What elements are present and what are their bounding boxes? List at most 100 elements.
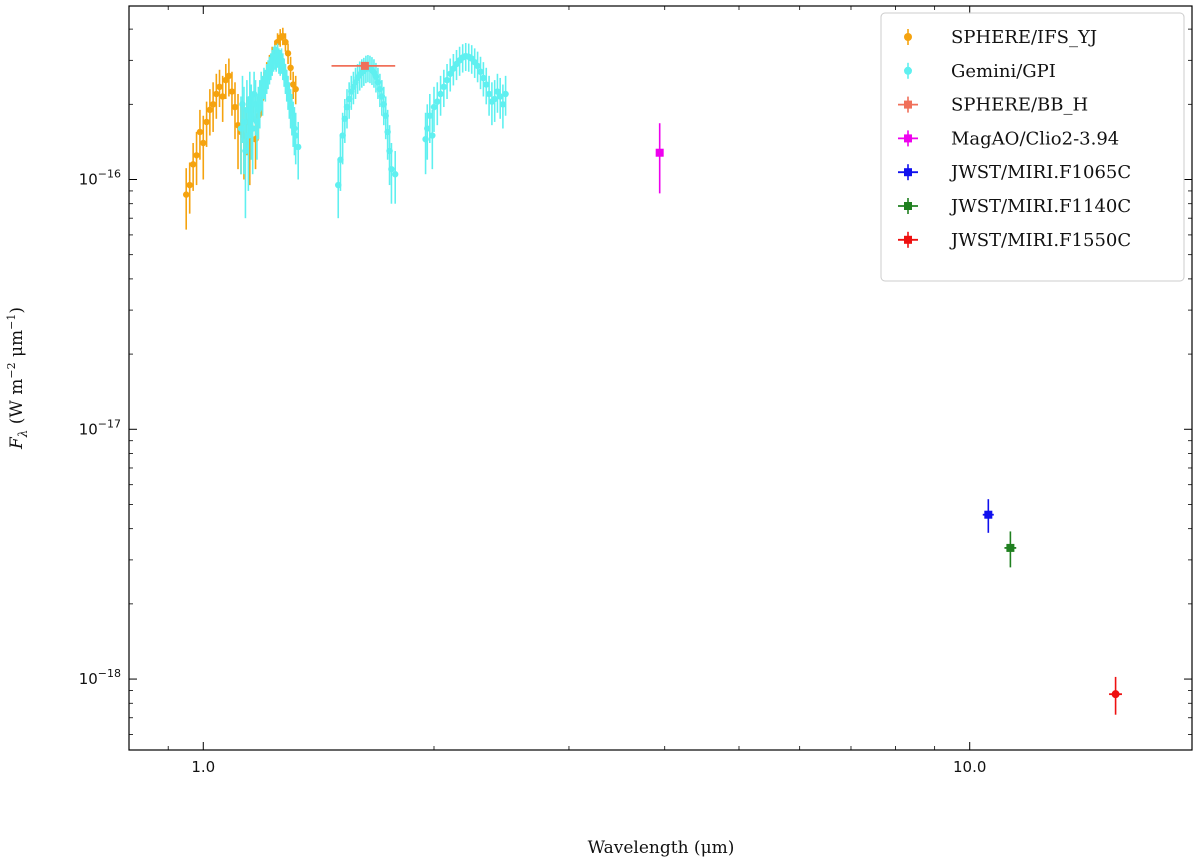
- data-point: [424, 125, 431, 132]
- data-point: [287, 64, 294, 72]
- legend-entry: Gemini/GPI: [904, 61, 1056, 82]
- y-axis-label-exp1: −2: [5, 362, 18, 378]
- data-point: [483, 81, 490, 88]
- series-sphere-bb-h: [331, 61, 396, 70]
- data-point: [193, 152, 200, 159]
- legend-marker: [904, 134, 912, 143]
- data-point: [249, 125, 256, 132]
- data-point: [1006, 543, 1015, 552]
- data-point: [474, 62, 481, 70]
- data-point: [189, 161, 197, 168]
- legend-label: JWST/MIRI.F1065C: [949, 162, 1131, 183]
- series-magao-clio2-3-94: [655, 123, 664, 194]
- data-point: [447, 70, 454, 77]
- data-point: [183, 191, 190, 198]
- legend-label: MagAO/Clio2-3.94: [951, 128, 1119, 149]
- data-point: [209, 101, 217, 108]
- legend-entry: JWST/MIRI.F1550C: [898, 230, 1131, 251]
- y-tick-exponent: −18: [98, 667, 121, 680]
- legend-marker: [904, 66, 912, 75]
- data-point: [1111, 690, 1120, 699]
- data-point: [213, 90, 220, 98]
- legend-marker: [904, 100, 912, 109]
- data-point: [496, 93, 504, 100]
- y-axis-label-mid: μm: [7, 330, 27, 363]
- data-point: [291, 125, 298, 132]
- y-tick-base: 10: [79, 670, 98, 688]
- data-point: [437, 90, 444, 98]
- legend-entry: SPHERE/IFS_YJ: [904, 27, 1097, 48]
- series-jwst-miri-f1550c: [1109, 676, 1122, 715]
- x-axis-label: Wavelength (μm): [588, 838, 735, 858]
- series-gemini-gpi: [237, 42, 509, 219]
- data-point: [502, 90, 509, 98]
- legend-label: SPHERE/BB_H: [951, 95, 1088, 116]
- y-tick-exponent: −17: [98, 417, 121, 430]
- data-point: [430, 103, 438, 111]
- legend-marker: [904, 168, 912, 177]
- legend-label: JWST/MIRI.F1550C: [949, 230, 1131, 251]
- data-point: [206, 106, 214, 114]
- legend-marker: [904, 33, 912, 41]
- data-point: [494, 88, 501, 95]
- legend-box: [880, 12, 1185, 282]
- legend-marker: [904, 202, 912, 210]
- y-tick-label: 10−16: [79, 167, 121, 188]
- data-point: [450, 65, 457, 72]
- legend-label: Gemini/GPI: [951, 61, 1056, 82]
- data-point: [196, 128, 204, 136]
- plot-area: [183, 27, 1122, 715]
- data-point: [426, 112, 434, 119]
- data-point: [294, 143, 302, 151]
- legend: SPHERE/IFS_YJ Gemini/GPI SPHERE/BB_H MagAO/…: [880, 12, 1185, 282]
- x-tick-label: 10.0: [953, 758, 986, 776]
- legend-entry: JWST/MIRI.F1140C: [898, 196, 1131, 217]
- data-point: [429, 132, 436, 139]
- series-jwst-miri-f1065c: [982, 499, 994, 533]
- y-axis-label: Fλ (W m−2 μm−1): [5, 307, 30, 450]
- data-point: [203, 118, 210, 126]
- y-tick-exponent: −16: [98, 167, 121, 180]
- data-point: [655, 148, 664, 157]
- data-point: [392, 171, 399, 178]
- data-point: [477, 68, 484, 75]
- data-point: [284, 50, 292, 57]
- data-point: [200, 139, 207, 147]
- y-axis-label-symbol: F: [7, 436, 27, 450]
- y-tick-label: 10−17: [79, 417, 121, 438]
- legend-label: JWST/MIRI.F1140C: [949, 196, 1131, 217]
- x-tick-label: 1.0: [191, 758, 215, 776]
- data-point: [440, 83, 448, 91]
- legend-marker: [904, 235, 912, 244]
- data-point: [228, 88, 236, 95]
- data-point: [360, 61, 369, 70]
- data-point: [231, 103, 239, 111]
- legend-label: SPHERE/IFS_YJ: [951, 27, 1097, 48]
- y-tick-base: 10: [79, 170, 98, 188]
- data-point: [388, 165, 395, 173]
- data-point: [434, 98, 441, 105]
- y-tick-label: 10−18: [79, 667, 121, 688]
- data-point: [443, 76, 451, 84]
- data-point: [984, 510, 993, 519]
- data-point: [292, 132, 299, 139]
- data-point: [216, 83, 223, 91]
- data-point: [480, 74, 487, 82]
- y-axis-label-units: (W m: [7, 379, 27, 430]
- data-point: [219, 93, 226, 100]
- data-point: [485, 90, 493, 98]
- data-point: [282, 38, 289, 46]
- data-point: [279, 32, 287, 40]
- legend-entry: MagAO/Clio2-3.94: [898, 128, 1119, 149]
- data-point: [186, 181, 193, 189]
- data-point: [225, 72, 233, 80]
- data-point: [499, 101, 507, 108]
- data-point: [491, 95, 498, 103]
- data-point: [292, 85, 299, 93]
- legend-entry: SPHERE/BB_H: [898, 95, 1088, 116]
- legend-entry: JWST/MIRI.F1065C: [898, 162, 1131, 183]
- y-axis-label-close: ): [7, 307, 27, 314]
- plot-frame: [128, 5, 1193, 751]
